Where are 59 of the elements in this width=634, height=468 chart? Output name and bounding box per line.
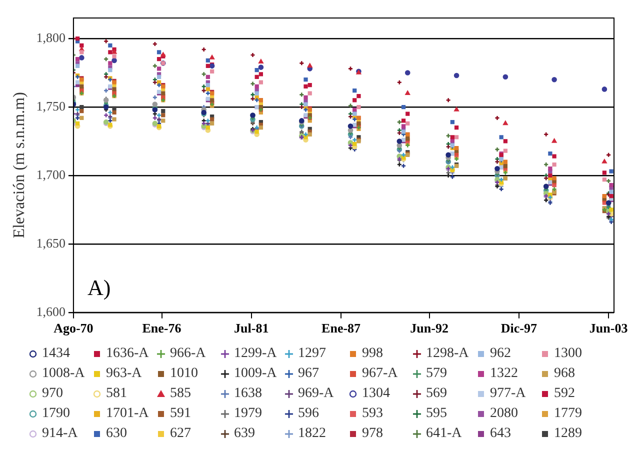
- legend-label: 579: [426, 366, 447, 382]
- legend-label: 1638: [234, 386, 262, 402]
- legend-label: 977-A: [490, 386, 526, 402]
- legend-label: 978: [362, 426, 383, 442]
- legend-label: 967-A: [362, 366, 398, 382]
- x-tick-label: Jul-81: [234, 320, 269, 336]
- legend-label: 1822: [298, 426, 326, 442]
- legend-label: 1008-A: [42, 366, 85, 382]
- legend-label: 1322: [490, 366, 518, 382]
- x-tick-label: Jun-03: [589, 320, 628, 336]
- legend-label: 1979: [234, 406, 262, 422]
- legend-label: 1701-A: [106, 406, 149, 422]
- legend-label: 643: [490, 426, 511, 442]
- legend-label: 591: [170, 406, 191, 422]
- legend-label: 1010: [170, 366, 198, 382]
- y-tick-label: 1,750: [36, 98, 66, 114]
- legend-label: 998: [362, 346, 383, 362]
- legend-label: 914-A: [42, 426, 78, 442]
- legend-label: 1790: [42, 406, 70, 422]
- legend-label: 966-A: [170, 346, 206, 362]
- legend-label: 1297: [298, 346, 326, 362]
- legend-label: 630: [106, 426, 127, 442]
- legend-label: 639: [234, 426, 255, 442]
- legend-label: 1009-A: [234, 366, 277, 382]
- legend-label: 1299-A: [234, 346, 277, 362]
- x-tick-label: Jun-92: [410, 320, 448, 336]
- legend-label: 1434: [42, 346, 70, 362]
- legend-label: 627: [170, 426, 191, 442]
- x-tick-label: Ene-87: [322, 320, 362, 336]
- legend-label: 2080: [490, 406, 518, 422]
- legend-label: 962: [490, 346, 511, 362]
- legend-label: 970: [42, 386, 63, 402]
- y-tick-label: 1,700: [36, 166, 66, 182]
- legend-label: 592: [554, 386, 575, 402]
- y-tick-label: 1,800: [36, 30, 66, 45]
- legend-label: 1779: [554, 406, 582, 422]
- annotation: A): [87, 275, 111, 300]
- legend-label: 581: [106, 386, 127, 402]
- legend-label: 1636-A: [106, 346, 149, 362]
- legend-label: 1298-A: [426, 346, 469, 362]
- legend-label: 596: [298, 406, 319, 422]
- legend-label: 969-A: [298, 386, 334, 402]
- legend-label: 967: [298, 366, 319, 382]
- legend-label: 1289: [554, 426, 582, 442]
- y-tick-label: 1,650: [36, 235, 66, 250]
- x-tick-label: Dic-97: [500, 320, 538, 336]
- y-axis-title: Elevación (m s.n.m.m): [10, 92, 28, 238]
- legend-label: 963-A: [106, 366, 142, 382]
- legend-label: 595: [426, 406, 447, 422]
- legend-label: 968: [554, 366, 575, 382]
- x-tick-label: Ago-70: [54, 320, 94, 336]
- legend-label: 569: [426, 386, 447, 402]
- legend-label: 585: [170, 386, 191, 402]
- y-tick-label: 1,600: [36, 304, 66, 319]
- legend-label: 593: [362, 406, 383, 422]
- legend-label: 1304: [362, 386, 390, 402]
- x-tick-label: Ene-76: [142, 320, 182, 336]
- legend-label: 641-A: [426, 426, 462, 442]
- legend-label: 1300: [554, 346, 582, 362]
